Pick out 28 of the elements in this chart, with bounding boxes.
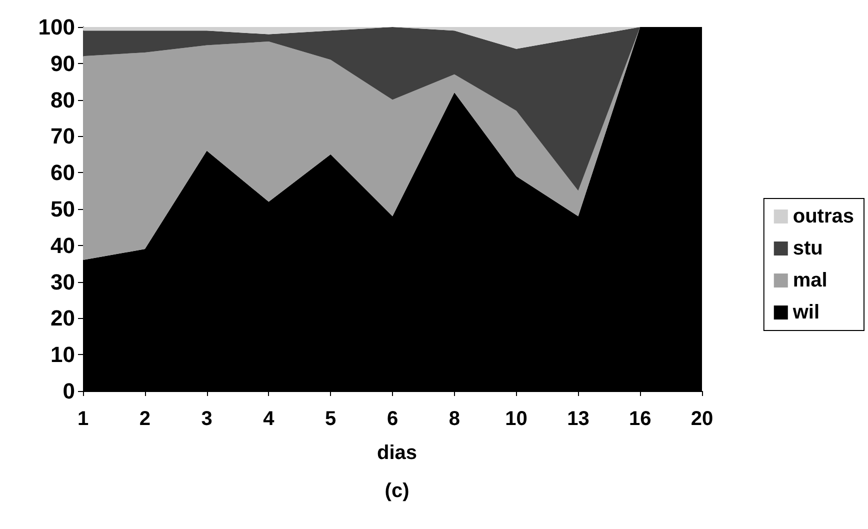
y-tick-label: 70 [50,124,75,149]
x-tick-label: 5 [325,408,336,430]
y-tick-label: 20 [50,306,75,331]
x-tick-label: 6 [386,408,398,430]
x-tick-label: 8 [448,408,460,430]
y-tick-label: 100 [38,14,75,40]
y-tick-label: 60 [50,160,75,186]
x-tick-label: 20 [690,408,714,430]
y-tick-label: 0 [62,378,75,404]
y-tick-label: 90 [50,50,75,76]
x-tick-label: 2 [139,408,150,430]
legend-label: mal [792,270,828,292]
y-tick-label: 30 [50,269,75,294]
x-axis-title: dias [376,442,418,464]
x-tick-label: 10 [505,408,528,430]
legend-label: outras [792,206,854,228]
x-tick-label: 13 [567,408,590,430]
x-tick-label: 3 [201,408,212,430]
text: (c) [384,480,410,502]
y-tick-label: 80 [50,87,75,112]
legend-label: wil [792,302,820,324]
legend-label: stu [792,238,823,260]
y-tick-label: 50 [50,196,75,222]
y-tick-label: 40 [50,232,75,258]
x-tick-label: 4 [263,408,276,430]
y-tick-label: 10 [50,342,75,368]
x-tick-label: 16 [628,408,652,430]
x-tick-label: 1 [77,408,89,430]
